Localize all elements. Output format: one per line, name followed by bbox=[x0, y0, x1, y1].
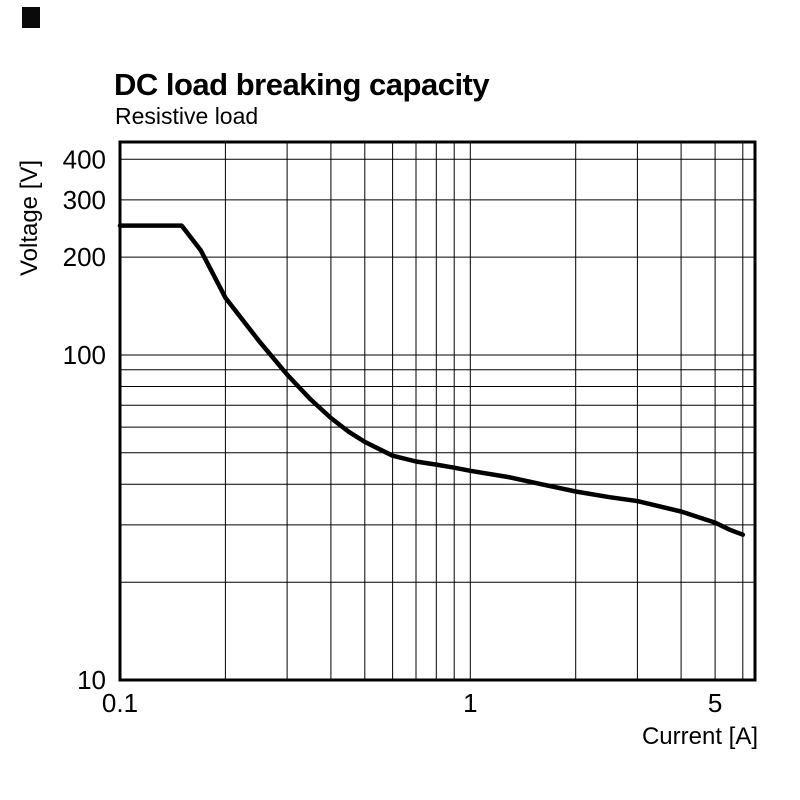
x-tick-label: 0.1 bbox=[102, 688, 138, 718]
y-tick-label: 200 bbox=[63, 242, 106, 272]
chart-title: DC load breaking capacity bbox=[114, 66, 490, 102]
plot-frame bbox=[118, 140, 757, 682]
chart-subtitle: Resistive load bbox=[115, 103, 259, 129]
y-tick-label: 100 bbox=[63, 340, 106, 370]
series-curve bbox=[117, 223, 746, 537]
x-tick-label: 5 bbox=[708, 688, 722, 718]
corner-mark bbox=[22, 7, 40, 28]
y-tick-label: 300 bbox=[63, 185, 106, 215]
x-axis-label: Current [A] bbox=[641, 723, 758, 750]
y-tick-label: 400 bbox=[63, 144, 106, 174]
x-tick-label: 1 bbox=[463, 688, 477, 718]
y-tick-label: 10 bbox=[77, 665, 106, 695]
